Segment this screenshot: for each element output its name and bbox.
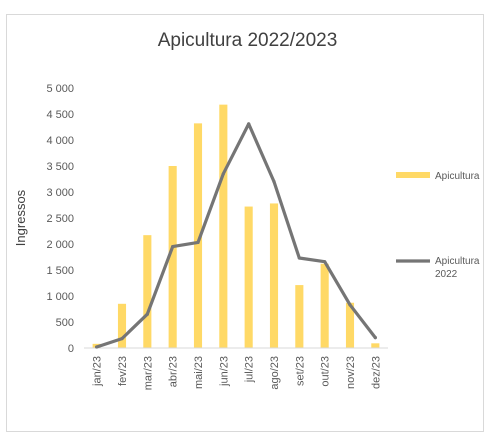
y-tick-label: 3 500 bbox=[46, 161, 74, 173]
line-point bbox=[120, 337, 124, 341]
y-tick-label: 1 000 bbox=[46, 291, 74, 303]
bar bbox=[295, 285, 304, 348]
x-tick-label: ago/23 bbox=[269, 356, 281, 390]
x-tick-label: nov/23 bbox=[345, 356, 357, 389]
x-tick-label: jan/23 bbox=[92, 356, 104, 387]
x-tick-label: jul/23 bbox=[244, 356, 256, 383]
bar bbox=[269, 203, 279, 348]
line-point bbox=[95, 345, 99, 349]
line-point bbox=[145, 312, 149, 316]
legend-swatch-bar bbox=[396, 172, 430, 178]
y-tick-label: 2 000 bbox=[46, 239, 74, 251]
y-tick-label: 500 bbox=[56, 317, 74, 329]
legend-label-line: 2022 bbox=[435, 269, 458, 280]
bar bbox=[143, 235, 152, 348]
x-tick-label: out/23 bbox=[320, 356, 332, 387]
line-point bbox=[348, 303, 352, 307]
y-tick-label: 1 500 bbox=[46, 265, 74, 277]
bar bbox=[345, 302, 355, 348]
bar bbox=[193, 123, 203, 348]
x-tick-label: dez/23 bbox=[370, 356, 382, 389]
line-point bbox=[373, 336, 377, 340]
bar bbox=[320, 263, 329, 348]
line-point bbox=[297, 256, 301, 260]
series-line bbox=[95, 122, 377, 349]
line-point bbox=[323, 260, 327, 264]
line-point bbox=[272, 180, 276, 184]
legend-label-bar: Apicultura bbox=[435, 171, 480, 182]
bar bbox=[219, 104, 228, 348]
y-tick-label: 3 000 bbox=[46, 187, 74, 199]
bar bbox=[168, 166, 177, 348]
x-tick-label: fev/23 bbox=[117, 356, 129, 386]
legend-label-line: Apicultura bbox=[435, 256, 480, 267]
x-tick-label: set/23 bbox=[294, 356, 306, 386]
bar bbox=[117, 303, 127, 348]
line-point bbox=[247, 122, 251, 126]
line-point bbox=[221, 172, 225, 176]
x-tick-label: mai/23 bbox=[193, 356, 205, 389]
bar bbox=[371, 343, 380, 348]
y-tick-label: 4 500 bbox=[46, 109, 74, 121]
bar bbox=[244, 206, 253, 348]
y-tick-label: 2 500 bbox=[46, 213, 74, 225]
line-point bbox=[196, 240, 200, 245]
x-tick-label: jun/23 bbox=[218, 356, 230, 387]
chart-title: Apicultura 2022/2023 bbox=[157, 30, 338, 51]
y-tick-label: 0 bbox=[68, 343, 74, 355]
line-point bbox=[171, 245, 175, 249]
y-axis-title: Ingressos bbox=[13, 189, 28, 246]
y-tick-label: 5 000 bbox=[46, 83, 74, 95]
x-tick-label: abr/23 bbox=[168, 356, 180, 387]
x-tick-label: mar/23 bbox=[142, 356, 154, 390]
y-tick-label: 4 000 bbox=[46, 135, 74, 147]
